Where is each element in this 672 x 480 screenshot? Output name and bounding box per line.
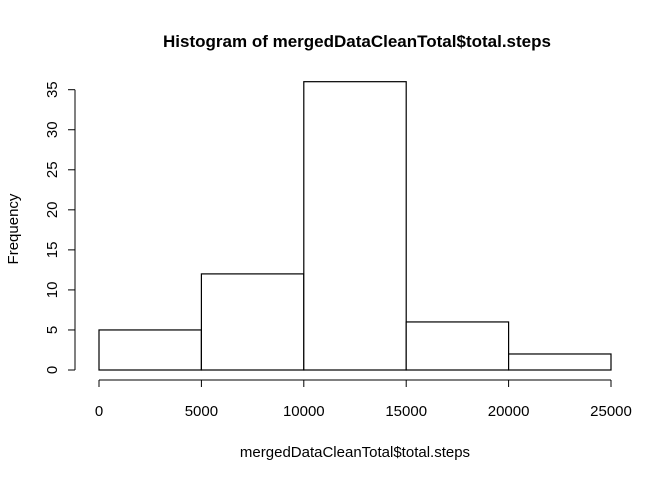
y-tick-label: 0 bbox=[44, 366, 61, 374]
y-tick-label: 5 bbox=[44, 326, 61, 334]
histogram-bar bbox=[200, 273, 305, 371]
y-tick-label: 10 bbox=[44, 282, 61, 299]
y-axis: 0 5 10 15 20 25 30 35 bbox=[44, 81, 76, 374]
histogram-bar bbox=[98, 329, 203, 371]
x-tick-label: 15000 bbox=[385, 403, 427, 420]
histogram-bar bbox=[405, 321, 510, 371]
x-tick-label: 20000 bbox=[488, 403, 530, 420]
x-tick-label: 0 bbox=[95, 403, 103, 420]
x-tick-label: 5000 bbox=[185, 403, 218, 420]
histogram-bar bbox=[303, 81, 407, 371]
y-tick-label: 15 bbox=[44, 242, 61, 259]
x-tick-label: 25000 bbox=[590, 403, 632, 420]
histogram-bar bbox=[508, 353, 612, 371]
y-tick-label: 35 bbox=[44, 81, 61, 98]
x-tick-label: 10000 bbox=[283, 403, 325, 420]
x-axis-title: mergedDataCleanTotal$total.steps bbox=[240, 444, 470, 461]
bars-group bbox=[98, 81, 612, 371]
chart-title: Histogram of mergedDataCleanTotal$total.… bbox=[163, 32, 551, 51]
y-tick-label: 20 bbox=[44, 201, 61, 218]
x-axis: 0 5000 10000 15000 20000 25000 bbox=[95, 379, 632, 420]
y-axis-title: Frequency bbox=[5, 193, 22, 264]
y-tick-label: 30 bbox=[44, 121, 61, 138]
y-tick-label: 25 bbox=[44, 161, 61, 178]
